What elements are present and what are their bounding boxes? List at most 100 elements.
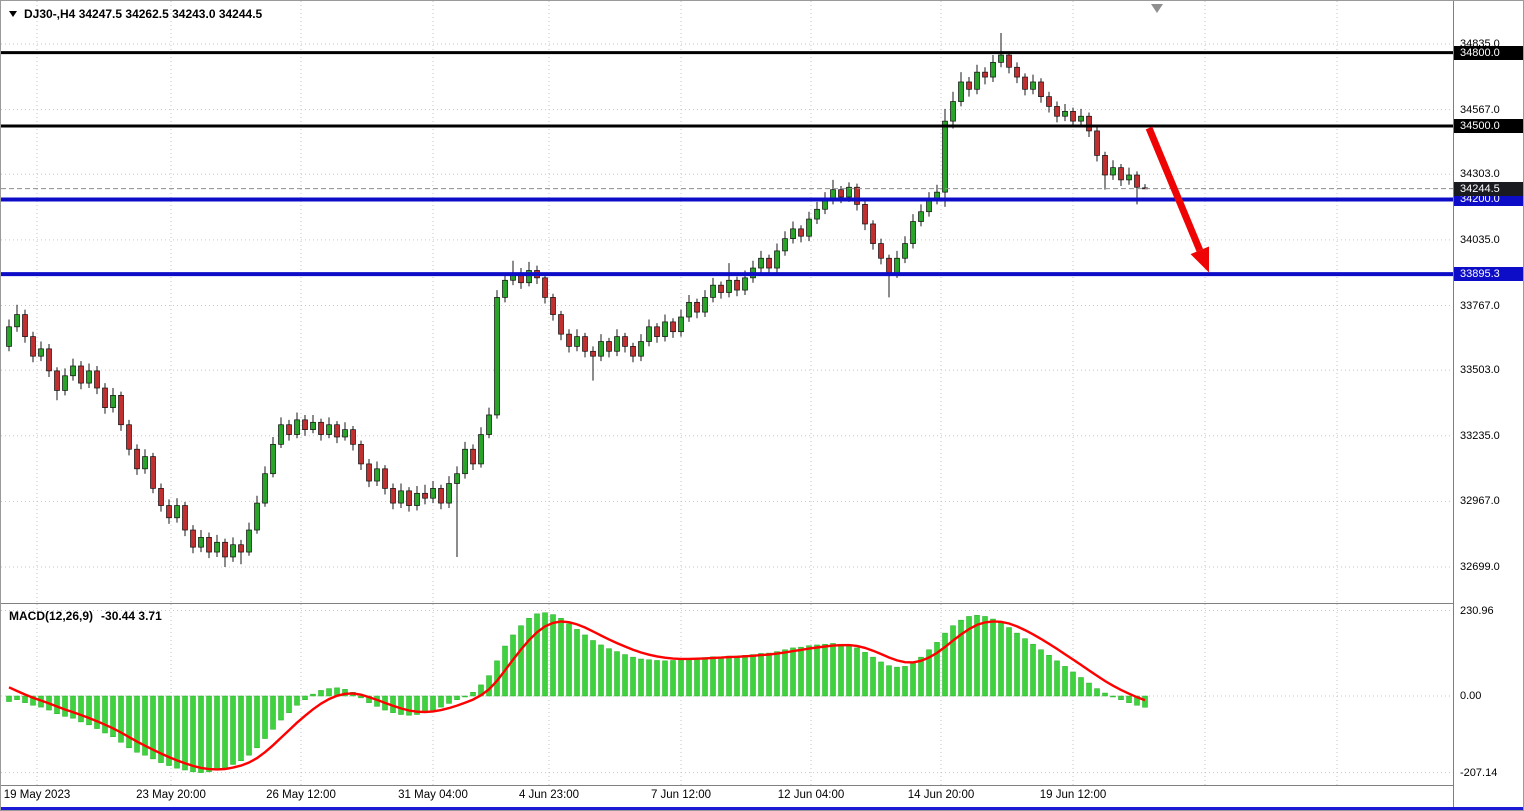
panel-splitter-top[interactable] [1,603,1523,604]
bear-candle [222,541,228,558]
macd-histogram-bar [254,695,260,749]
macd-histogram-bar [246,695,252,756]
bull-candle [918,211,924,222]
macd-histogram-bar [94,695,100,729]
macd-histogram-bar [774,651,780,697]
bull-candle [646,326,652,342]
bull-candle [902,243,908,259]
macd-histogram-bar [982,616,988,697]
macd-histogram-bar [710,656,716,697]
bear-candle [78,365,84,384]
macd-histogram-bar [1078,677,1084,697]
chart-dropdown-icon[interactable] [9,11,17,17]
macd-histogram-bar [6,695,12,702]
main-chart-svg[interactable] [1,1,1453,603]
bull-candle [1030,81,1036,90]
macd-panel[interactable]: MACD(12,26,9) -30.44 3.71 [1,604,1453,785]
macd-histogram-bar [950,625,956,697]
bear-candle [102,387,108,408]
bull-candle [174,505,180,519]
chart-shift-marker-icon[interactable] [1151,4,1163,13]
macd-histogram-bar [1102,692,1108,697]
bear-candle [838,189,844,198]
macd-histogram-bar [62,695,68,717]
bull-candle [942,120,948,193]
bull-candle [342,429,348,438]
time-axis-label: 26 May 12:00 [266,789,336,801]
macd-histogram-bar [230,695,236,765]
macd-histogram-bar [126,695,132,749]
macd-histogram-bar [958,619,964,697]
macd-histogram-bar [30,695,36,706]
time-axis-label: 14 Jun 20:00 [907,789,975,801]
bear-candle [982,71,988,78]
bear-candle [1102,155,1108,176]
price-axis[interactable]: 34835.0 34567.0 34303.0 34035.0 33767.0 33503… [1453,1,1523,807]
trend-arrow-line[interactable] [1145,126,1204,252]
macd-histogram-bar [446,695,452,704]
price-level-badge: 33895.3 [1454,267,1523,282]
ohlc-text: DJ30-,H4 34247.5 34262.5 34243.0 34244.5 [24,7,263,21]
time-axis-label: 4 Jun 23:00 [518,789,580,801]
macd-histogram-bar [270,695,276,730]
time-axis-label: 19 May 2023 [3,789,71,801]
macd-histogram-bar [830,643,836,697]
macd-histogram-bar [894,666,900,697]
macd-histogram-bar [118,695,124,743]
panel-splitter-bottom[interactable] [1,785,1523,786]
bull-candle [326,424,332,435]
macd-histogram-bar [1006,627,1012,697]
bull-candle [262,473,268,504]
bear-candle [582,336,588,352]
time-axis[interactable]: 19 May 2023 23 May 20:00 26 May 12:00 31 Ma… [1,786,1453,807]
bear-candle [318,421,324,435]
macd-histogram-bar [286,695,292,713]
macd-histogram-bar [606,648,612,697]
macd-histogram-bar [910,662,916,697]
bull-candle [430,488,436,499]
macd-histogram-bar [454,695,460,700]
macd-histogram-bar [902,666,908,697]
macd-signal-line [8,620,1146,771]
bull-candle [974,71,980,90]
macd-histogram-bar [182,695,188,771]
bear-candle [334,424,340,438]
macd-histogram-bar [534,613,540,697]
bull-candle [294,419,300,435]
bull-candle [790,228,796,240]
macd-chart-svg[interactable] [1,604,1453,785]
bull-candle [214,541,220,553]
macd-histogram-bar [142,695,148,756]
macd-histogram-bar [918,656,924,697]
macd-histogram-bar [622,654,628,697]
bull-candle [710,284,716,298]
trend-arrow-head[interactable] [1190,246,1210,273]
macd-histogram-bar [966,616,972,697]
bear-candle [438,488,444,504]
macd-histogram-bar [470,692,476,697]
bear-candle [382,468,388,489]
macd-histogram-bar [1046,655,1052,697]
macd-histogram-bar [678,659,684,697]
macd-histogram-bar [998,622,1004,697]
time-axis-label: 23 May 20:00 [136,789,206,801]
macd-histogram-bar [934,642,940,697]
macd-histogram-bar [294,695,300,706]
macd-histogram-bar [174,695,180,769]
macd-histogram-bar [358,695,364,699]
macd-indicator-header: MACD(12,26,9) -30.44 3.71 [9,609,162,623]
bull-candle [310,421,316,430]
bull-candle [574,336,580,347]
macd-histogram-bar [766,652,772,697]
price-chart-panel[interactable]: DJ30-,H4 34247.5 34262.5 34243.0 34244.5 [1,1,1453,603]
macd-histogram-bar [70,695,76,719]
macd-histogram-bar [846,644,852,697]
bear-candle [30,336,36,357]
macd-histogram-bar [558,618,564,697]
bull-candle [110,395,116,408]
bull-candle [598,341,604,357]
price-axis-label: 33767.0 [1460,299,1500,312]
macd-histogram-bar [686,658,692,697]
bear-candle [630,346,636,357]
